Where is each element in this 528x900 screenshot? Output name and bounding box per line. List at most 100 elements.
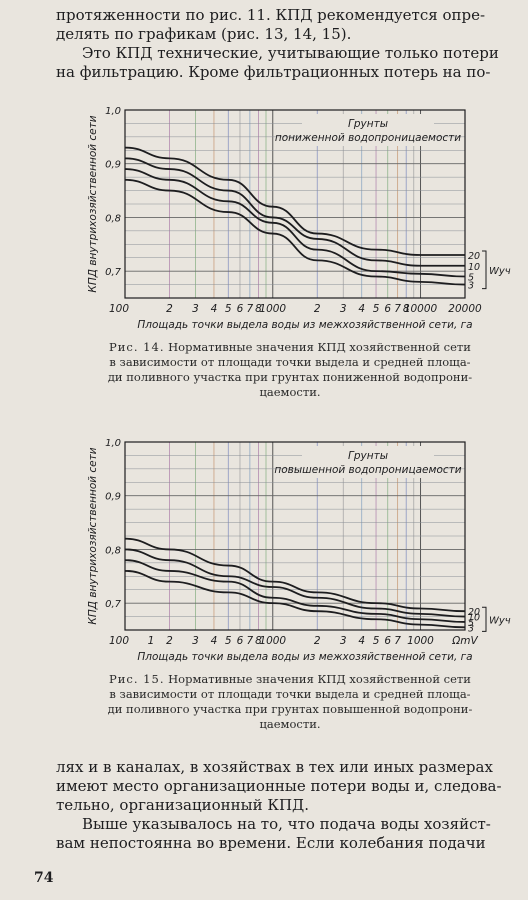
page-number: 74 — [34, 870, 54, 886]
series-label: 10 — [468, 613, 480, 624]
x-tick-label: 3 — [340, 303, 347, 315]
x-tick-label: 4 — [211, 303, 218, 315]
x-axis-label: Площадь точки выдела воды из межхозяйств… — [137, 651, 472, 663]
series-curve — [124, 157, 465, 267]
chart-title-line: пониженной водопроницаемости — [275, 132, 461, 144]
text-line: вам непостоянна во времени. Если колебан… — [56, 834, 486, 852]
x-tick-label: 20000 — [448, 303, 482, 315]
x-tick-label: 5 — [373, 303, 380, 315]
x-tick-label: 6 — [384, 303, 391, 315]
series-label: 5 — [468, 618, 474, 629]
x-tick-label: 6 — [237, 635, 244, 647]
x-tick-label: 8 — [255, 635, 262, 647]
x-tick-label: 1 — [148, 635, 155, 647]
title-box — [302, 114, 434, 146]
text-line: протяженности по рис. 11. КПД рекомендуе… — [56, 6, 486, 24]
x-tick-label: 2 — [314, 635, 321, 647]
series-curve — [124, 559, 466, 623]
text-line: Это КПД технические, учитывающие только … — [82, 44, 499, 62]
x-tick-label: 7 — [394, 635, 401, 647]
x-tick-label: 1000 — [259, 303, 286, 315]
y-tick-label: 1,0 — [105, 106, 121, 117]
x-tick-label: 6 — [384, 635, 391, 647]
y-axis-label: КПД внутрихозяйственной сети — [87, 115, 99, 292]
x-tick-label: 4 — [211, 635, 218, 647]
x-tick-label: 1000 — [407, 635, 434, 647]
figure-14-caption: Рис. 14. Нормативные значения КПД хозяйс… — [70, 340, 510, 400]
x-tick-label: 100 — [109, 303, 129, 315]
series-curve — [124, 168, 466, 278]
series-curve — [124, 537, 466, 613]
legend-bracket — [482, 606, 487, 632]
series-label: 5 — [468, 273, 474, 284]
x-tick-label: 3 — [192, 303, 199, 315]
x-tick-label: 8 — [255, 303, 262, 315]
caption-line: Нормативные значения КПД хозяйственной с… — [168, 340, 471, 354]
series-label: 10 — [468, 262, 480, 273]
series-curve — [124, 178, 466, 286]
y-tick-label: 0,7 — [105, 599, 122, 610]
caption-label: Рис. 14. — [109, 340, 165, 354]
caption-line: Нормативные значения КПД хозяйственной с… — [168, 672, 471, 686]
y-tick-label: 0,8 — [105, 213, 121, 224]
x-tick-label: 5 — [225, 303, 232, 315]
caption-line: цаемости. — [259, 717, 321, 731]
x-tick-label: 7 — [394, 303, 401, 315]
x-axis-label: Площадь точки выдела воды из межхозяйств… — [137, 319, 472, 331]
figure-15-chart: 0,7 0,8 0,9 1,0 100 1 2 3 4 5 6 7 8 1000 2 3 4 5 6 7 1000 ΩmV… — [80, 430, 520, 670]
paragraph-top: протяженности по рис. 11. КПД рекомендуе… — [56, 6, 524, 82]
series-label: 20 — [468, 251, 480, 262]
y-tick-label: 0,7 — [105, 267, 122, 278]
x-tick-label: 100 — [109, 635, 129, 647]
chart-title-line: Грунты — [348, 118, 388, 130]
y-tick-label: 0,9 — [105, 160, 121, 171]
x-tick-label: 7 — [247, 635, 254, 647]
plot-frame — [124, 109, 466, 299]
paragraph-bottom: лях и в каналах, в хозяйствах в тех или … — [56, 758, 524, 853]
x-tick-label: 6 — [237, 303, 244, 315]
chart-title-line: Грунты — [348, 450, 388, 462]
series-label: 3 — [468, 281, 474, 292]
x-tick-label: 4 — [358, 635, 365, 647]
caption-line: в зависимости от площади точки выдела и … — [109, 355, 471, 369]
x-tick-label: 2 — [166, 635, 173, 647]
series-label: 3 — [468, 623, 474, 634]
series-curve — [124, 146, 465, 256]
caption-line: в зависимости от площади точки выдела и … — [109, 687, 471, 701]
x-tick-label: 2 — [314, 303, 321, 315]
text-line: лях и в каналах, в хозяйствах в тех или … — [56, 758, 493, 776]
x-tick-label: 5 — [225, 635, 232, 647]
title-box — [302, 446, 434, 478]
x-tick-label: 10000 — [404, 303, 438, 315]
figure-15-caption: Рис. 15. Нормативные значения КПД хозяйс… — [70, 672, 510, 732]
text-line: тельно, организационный КПД. — [56, 796, 310, 814]
chart-title-line: повышенной водопроницаемости — [274, 464, 461, 476]
caption-label: Рис. 15. — [109, 672, 165, 686]
series-curve — [124, 548, 466, 618]
x-tick-label: 3 — [192, 635, 199, 647]
x-tick-label: ΩmV — [451, 635, 478, 647]
x-tick-label: 7 — [247, 303, 254, 315]
y-axis-label: КПД внутрихозяйственной сети — [87, 447, 99, 624]
caption-line: ди поливного участка при грунтах понижен… — [107, 370, 473, 384]
x-tick-label: 1000 — [259, 635, 286, 647]
series-curve — [124, 570, 466, 629]
y-tick-label: 1,0 — [105, 438, 121, 449]
text-line: делять по графикам (рис. 13, 14, 15). — [56, 25, 352, 43]
caption-line: ди поливного участка при грунтах повышен… — [107, 702, 473, 716]
x-tick-label: 3 — [340, 635, 347, 647]
y-tick-label: 0,8 — [105, 545, 121, 556]
figure-14-chart: 0,7 0,8 0,9 1,0 100 2 3 4 5 6 7 8 1000 2 3 4 5 6 7 8 10000 20… — [80, 98, 520, 338]
series-label: 20 — [468, 607, 480, 618]
legend-bracket — [482, 250, 487, 290]
x-tick-label: 2 — [166, 303, 173, 315]
plot-frame — [124, 441, 466, 631]
text-line: на фильтрацию. Кроме фильтрационных поте… — [56, 63, 491, 81]
text-line: Выше указывалось на то, что подача воды … — [82, 815, 491, 833]
x-tick-label: 4 — [358, 303, 365, 315]
x-tick-label: 8 — [403, 303, 410, 315]
x-tick-label: 5 — [373, 635, 380, 647]
legend-label: Wуч — [489, 615, 511, 626]
